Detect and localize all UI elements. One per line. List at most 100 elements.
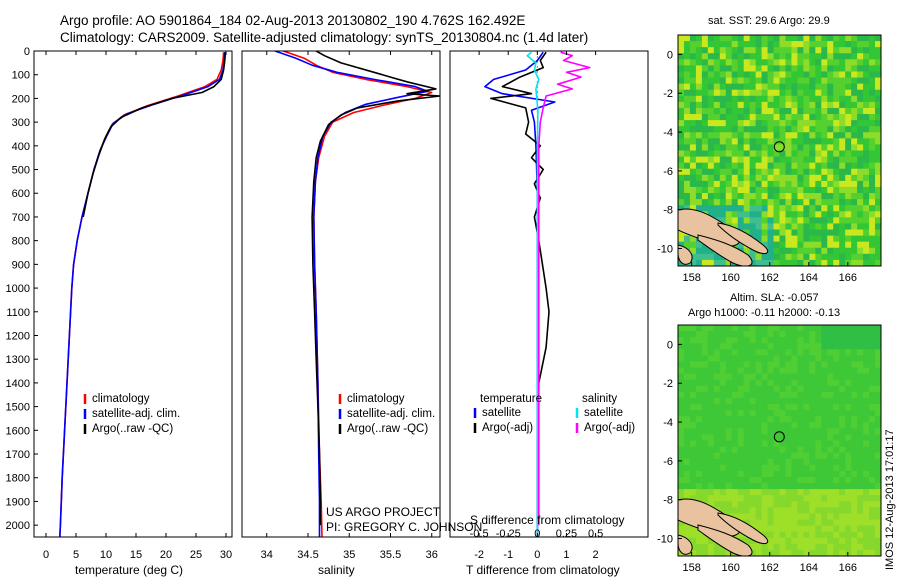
sla-map-cell — [755, 404, 763, 411]
sla-map-cell — [809, 391, 816, 399]
sst-map-cell — [845, 247, 852, 255]
sst-map-cell — [719, 186, 727, 194]
sst-map-cell — [857, 162, 864, 170]
sst-map-cell — [785, 211, 793, 218]
sla-map-cell — [791, 337, 799, 344]
sla-map-cell — [815, 434, 822, 442]
sst-map-cell — [821, 35, 828, 42]
sla-map-cell — [689, 470, 697, 478]
sla-map-cell — [827, 343, 834, 350]
sla-map-cell — [857, 367, 864, 375]
sla-map-cell — [797, 379, 804, 387]
sst-map-cell — [773, 107, 781, 115]
sst-map-cell — [678, 168, 685, 176]
sla-map-cell — [743, 343, 751, 350]
sst-map-cell — [791, 126, 799, 133]
sst-map-cell — [833, 241, 840, 249]
s-difference-axis-label: S difference from climatology — [470, 513, 625, 527]
sla-map-cell — [797, 331, 804, 338]
sst-map-cell — [713, 193, 721, 200]
sst-map-cell — [695, 193, 703, 200]
sla-map-cell — [839, 440, 846, 448]
sla-map-cell — [821, 343, 828, 350]
sla-map-cell — [863, 440, 870, 448]
sst-map-cell — [678, 193, 685, 200]
sst-map-cell — [767, 71, 775, 79]
sla-map-cell — [713, 385, 721, 393]
sst-map-cell — [791, 241, 799, 249]
sla-map-cell — [701, 397, 709, 405]
sla-map-cell — [791, 483, 799, 490]
sla-map-cell — [678, 391, 685, 399]
sla-map-cell — [743, 416, 751, 423]
sla-map-cell — [695, 416, 703, 423]
sla-map-cell — [678, 489, 685, 496]
sst-map-field — [678, 35, 881, 266]
sla-map-cell — [761, 549, 769, 556]
sst-map-cell — [851, 83, 858, 91]
sla-map-cell — [851, 355, 858, 363]
sst-map-cell — [683, 193, 691, 200]
sla-map-cell — [743, 428, 751, 436]
sst-map-cell — [875, 35, 881, 42]
sla-map-cell — [851, 549, 858, 556]
sla-map-cell — [791, 397, 799, 405]
sst-map-cell — [725, 41, 733, 48]
sst-map-cell — [869, 77, 876, 85]
sst-map-cell — [779, 259, 787, 266]
sla-map-cell — [797, 361, 804, 369]
sla-map-cell — [749, 537, 757, 545]
sla-map-cell — [791, 513, 799, 521]
sla-map-cell — [869, 422, 876, 429]
sst-map-cell — [791, 107, 799, 115]
sla-map-cell — [857, 513, 864, 521]
sst-map-cell — [827, 89, 834, 97]
sla-map-cell — [749, 458, 757, 466]
sla-map-cell — [869, 549, 876, 556]
sla-map-cell — [797, 391, 804, 399]
sst-map-cell — [678, 174, 685, 182]
sla-map-cell — [689, 404, 697, 411]
sst-map-cell — [695, 132, 703, 139]
sla-map-cell — [851, 391, 858, 399]
sst-map-cell — [833, 114, 840, 121]
sla-map-cell — [845, 537, 852, 545]
sla-map-cell — [863, 464, 870, 472]
sla-map-cell — [875, 355, 881, 363]
sst-map-cell — [809, 101, 816, 109]
sst-map-cell — [791, 205, 799, 212]
sst-map-cell — [707, 41, 715, 48]
sla-map-cell — [869, 416, 876, 423]
sst-map-cell — [851, 35, 858, 42]
sla-map-cell — [755, 391, 763, 399]
sst-map-cell — [737, 211, 745, 218]
sst-map-cell — [701, 247, 709, 255]
sst-map-cell — [791, 186, 799, 194]
sst-map-cell — [773, 150, 781, 158]
sla-map-cell — [845, 349, 852, 356]
sla-map-cell — [863, 513, 870, 521]
sst-map-cell — [719, 53, 727, 60]
sst-map-cell — [851, 235, 858, 243]
sst-map-cell — [815, 253, 822, 261]
sst-map-cell — [803, 217, 810, 225]
sla-map-cell — [857, 422, 864, 429]
sla-map-cell — [755, 416, 763, 423]
sst-map-cell — [737, 174, 745, 182]
sst-map-cell — [678, 41, 685, 48]
sst-map-cell — [767, 120, 775, 127]
sla-map-cell — [755, 422, 763, 429]
sst-map-cell — [833, 83, 840, 91]
sla-map-cell — [707, 428, 715, 436]
sla-map-cell — [791, 343, 799, 350]
sst-map-cell — [839, 235, 846, 243]
sla-map-cell — [689, 537, 697, 545]
sla-map-cell — [797, 543, 804, 551]
sst-map-cell — [863, 65, 870, 73]
sla-map-cell — [767, 513, 775, 521]
sst-map-cell — [803, 174, 810, 182]
sst-map-cell — [809, 199, 816, 206]
sst-map-cell — [713, 168, 721, 176]
sla-map-cell — [689, 410, 697, 417]
sst-map-cell — [803, 193, 810, 200]
